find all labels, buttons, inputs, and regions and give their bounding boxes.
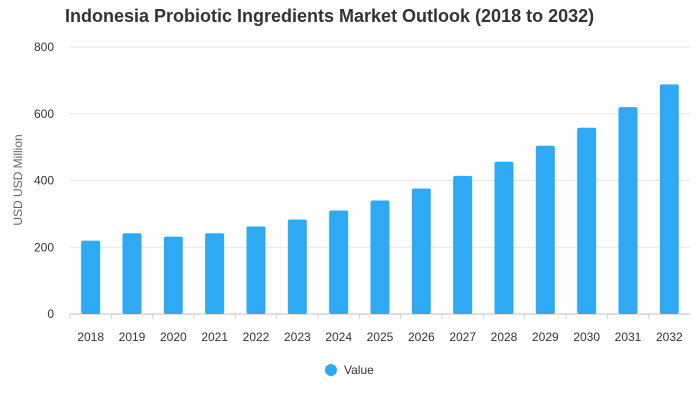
x-tick-label: 2018 bbox=[77, 330, 104, 344]
x-tick-label: 2023 bbox=[284, 330, 311, 344]
x-axis-ticks: 2018 2019 2020 2021 2022 2023 2024 2025 2026 2027… bbox=[69, 314, 683, 344]
x-tick-label: 2021 bbox=[201, 330, 228, 344]
chart-title: Indonesia Probiotic Ingredients Market O… bbox=[65, 6, 595, 26]
bars bbox=[81, 84, 679, 314]
bar-2019[interactable] bbox=[122, 233, 142, 314]
legend-swatch bbox=[325, 364, 337, 376]
x-tick-label: 2027 bbox=[449, 330, 476, 344]
bar-2023[interactable] bbox=[287, 219, 307, 314]
x-tick-label: 2029 bbox=[532, 330, 559, 344]
bar-2030[interactable] bbox=[577, 127, 597, 314]
bar-2024[interactable] bbox=[329, 210, 349, 314]
x-tick-label: 2022 bbox=[243, 330, 270, 344]
bar-2025[interactable] bbox=[370, 200, 390, 314]
bar-2028[interactable] bbox=[494, 161, 514, 314]
y-axis-ticks: 0 200 400 600 800 bbox=[34, 40, 54, 321]
legend[interactable]: Value bbox=[325, 363, 374, 377]
y-tick-label: 0 bbox=[47, 307, 54, 321]
y-tick-label: 600 bbox=[34, 107, 54, 121]
bar-2021[interactable] bbox=[205, 233, 225, 314]
x-tick-label: 2025 bbox=[367, 330, 394, 344]
bar-2032[interactable] bbox=[659, 84, 679, 314]
y-axis-label: USD USD Million bbox=[11, 134, 25, 225]
x-tick-label: 2024 bbox=[325, 330, 352, 344]
y-tick-label: 800 bbox=[34, 40, 54, 54]
x-tick-label: 2019 bbox=[119, 330, 146, 344]
x-tick-label: 2031 bbox=[615, 330, 642, 344]
bar-2022[interactable] bbox=[246, 226, 266, 314]
bar-2026[interactable] bbox=[411, 188, 431, 314]
y-tick-label: 200 bbox=[34, 240, 54, 254]
bar-2031[interactable] bbox=[618, 107, 638, 314]
x-tick-label: 2030 bbox=[573, 330, 600, 344]
x-tick-label: 2020 bbox=[160, 330, 187, 344]
legend-label: Value bbox=[344, 363, 374, 377]
y-tick-label: 400 bbox=[34, 174, 54, 188]
x-tick-label: 2032 bbox=[656, 330, 683, 344]
x-tick-label: 2028 bbox=[491, 330, 518, 344]
x-tick-label: 2026 bbox=[408, 330, 435, 344]
bar-2027[interactable] bbox=[453, 175, 473, 314]
bar-2018[interactable] bbox=[81, 240, 101, 314]
bar-2020[interactable] bbox=[163, 236, 183, 314]
bar-2029[interactable] bbox=[535, 145, 555, 314]
